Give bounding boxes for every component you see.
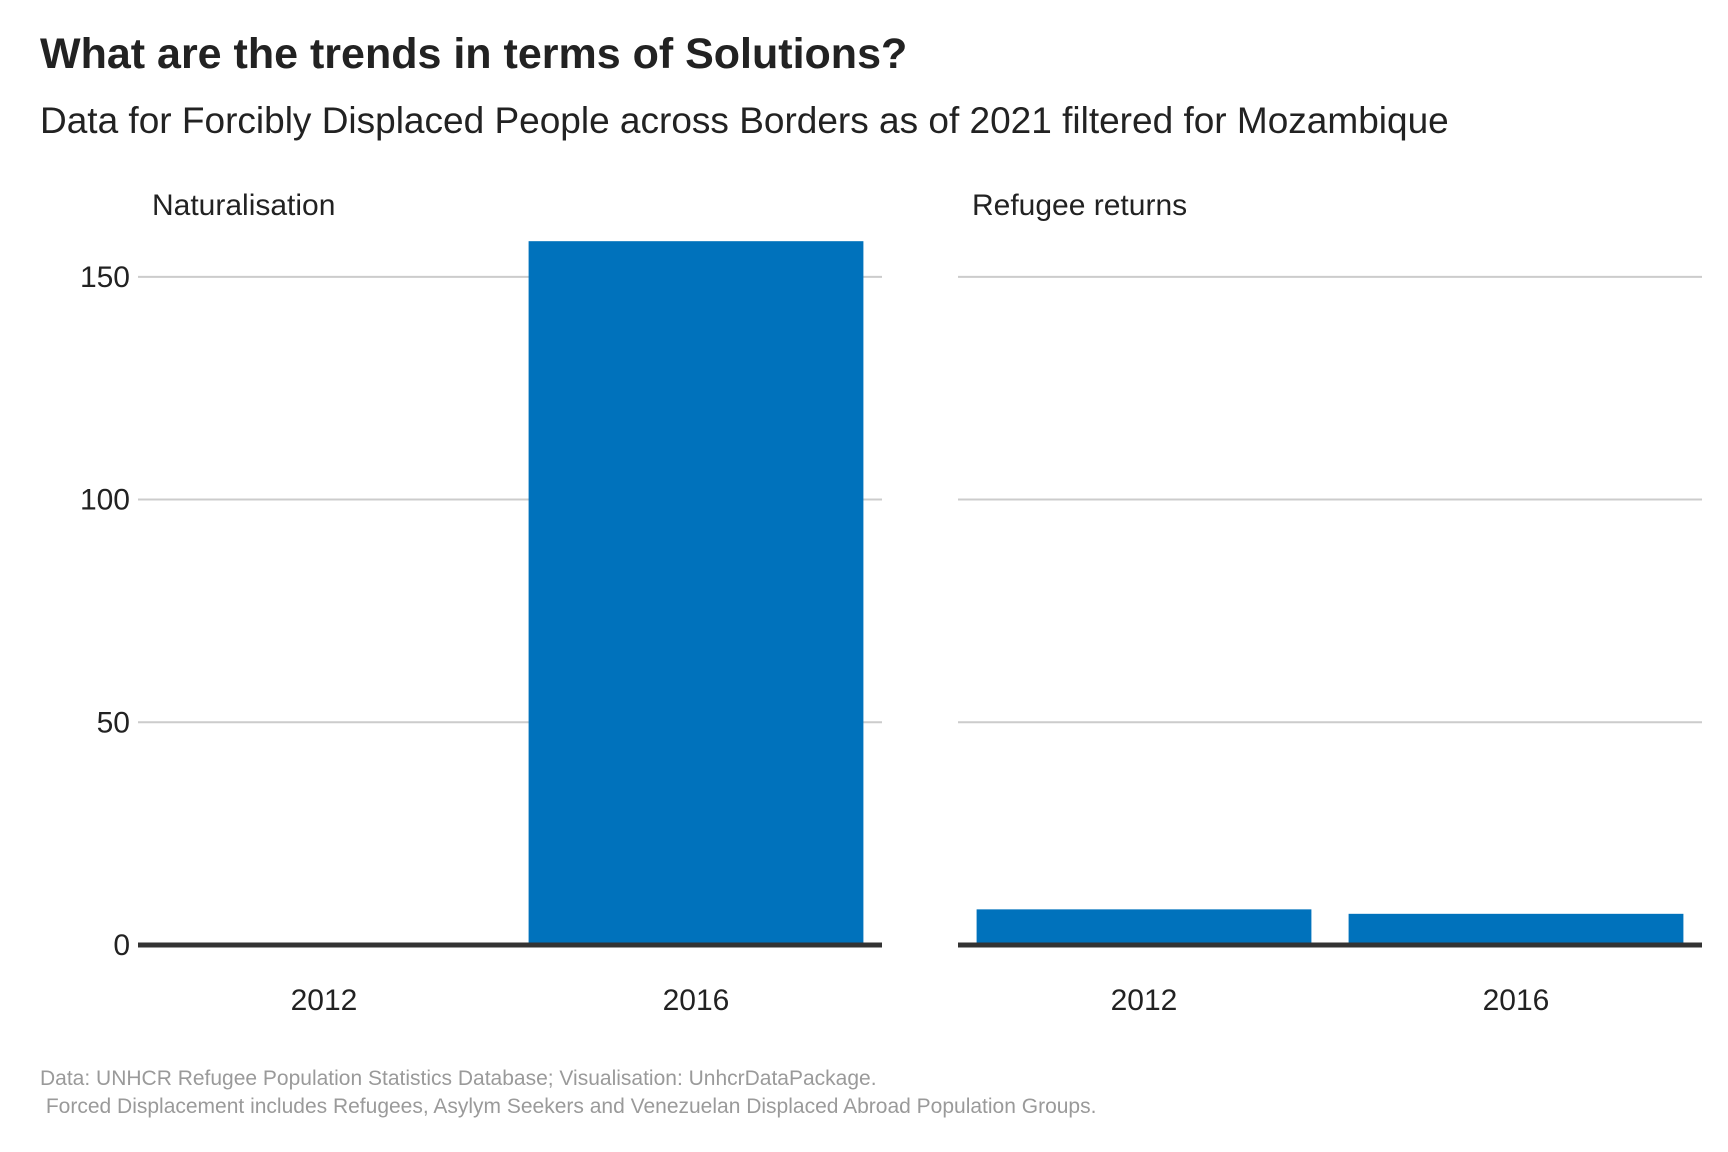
facet-label: Naturalisation [152, 189, 335, 222]
facet-label: Refugee returns [972, 189, 1187, 222]
chart-caption: Data: UNHCR Refugee Population Statistic… [40, 1065, 1096, 1121]
chart-title: What are the trends in terms of Solution… [40, 30, 908, 78]
caption-line-2: Forced Displacement includes Refugees, A… [40, 1095, 1097, 1118]
caption-line-1: Data: UNHCR Refugee Population Statistic… [40, 1067, 877, 1090]
x-tick-label: 2012 [291, 984, 358, 1017]
y-tick-label: 100 [80, 484, 130, 517]
y-tick-label: 150 [80, 261, 130, 294]
chart-subtitle: Data for Forcibly Displaced People acros… [40, 100, 1449, 141]
bar [976, 909, 1312, 945]
x-tick-label: 2016 [663, 984, 730, 1017]
bar [528, 241, 864, 945]
x-tick-label: 2016 [1483, 984, 1550, 1017]
bar [1348, 913, 1684, 945]
y-tick-label: 50 [97, 706, 130, 739]
y-tick-label: 0 [113, 929, 130, 962]
x-tick-label: 2012 [1111, 984, 1178, 1017]
